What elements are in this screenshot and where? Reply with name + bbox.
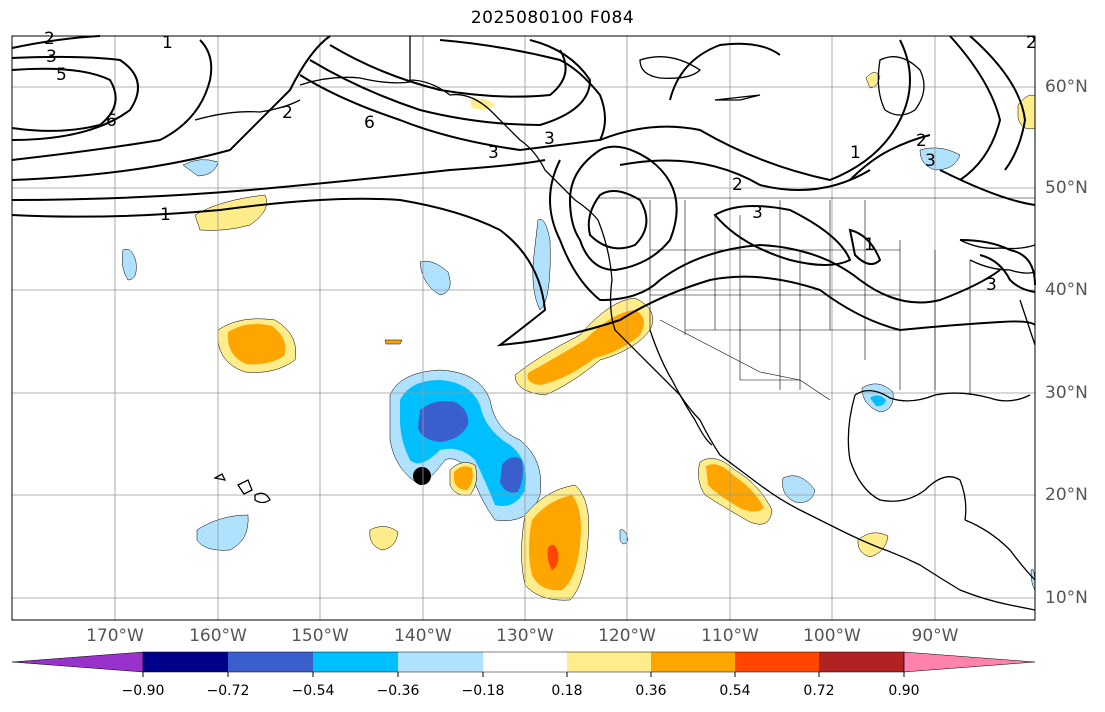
lat-label: 10°N <box>1045 588 1088 608</box>
colorbar-swatch <box>228 652 313 672</box>
colorbar-swatch <box>819 652 904 672</box>
colorbar-tick-label: 0.36 <box>635 683 667 699</box>
colorbar-low-extension <box>11 651 144 673</box>
lon-label: 160°W <box>189 626 247 646</box>
borders <box>598 197 1035 401</box>
colorbar-tick-label: −0.18 <box>461 683 505 699</box>
lat-label: 40°N <box>1045 280 1088 300</box>
colorbar-high-extension <box>903 651 1036 673</box>
contour-label: 3 <box>544 129 555 149</box>
contour-label: 1 <box>864 235 875 255</box>
lat-label: 30°N <box>1045 383 1088 403</box>
colorbar-tick-label: 0.54 <box>719 683 751 699</box>
lon-label: 100°W <box>803 626 861 646</box>
colorbar-swatch <box>143 652 228 672</box>
colorbar-swatch <box>398 652 483 672</box>
colorbar-swatch <box>483 652 567 672</box>
contour-label: 6 <box>106 111 117 131</box>
lon-label: 150°W <box>291 626 349 646</box>
contour-label: 3 <box>752 203 763 223</box>
graticule <box>12 36 1035 620</box>
colorbar-tick-label: −0.54 <box>291 683 335 699</box>
colorbar-tick-label: −0.72 <box>206 683 250 699</box>
lat-label: 20°N <box>1045 485 1088 505</box>
map-frame <box>11 35 1036 621</box>
contour-label: 3 <box>46 47 57 67</box>
lon-label: 120°W <box>598 626 656 646</box>
contour-label: 3 <box>986 275 997 295</box>
contour-label: 2 <box>732 175 743 195</box>
lon-label: 110°W <box>701 626 759 646</box>
contour-label: 2 <box>1026 33 1037 53</box>
colorbar-tick-label: 0.18 <box>551 683 583 699</box>
colorbar-swatch <box>735 652 819 672</box>
lon-label: 140°W <box>394 626 452 646</box>
colorbar <box>11 651 1036 677</box>
colorbar-swatch <box>313 652 398 672</box>
shaded-anomalies <box>121 72 1036 601</box>
contour-label: 1 <box>850 143 861 163</box>
contours <box>11 35 1036 347</box>
lon-label: 90°W <box>911 626 959 646</box>
contour-label: 5 <box>56 65 67 85</box>
contour-label: 1 <box>160 205 171 225</box>
contour-label: 1 <box>162 33 173 53</box>
contour-label: 3 <box>925 151 936 171</box>
lat-label: 60°N <box>1045 77 1088 97</box>
coastlines <box>194 36 1036 611</box>
contour-label: 3 <box>488 143 499 163</box>
colorbar-tick-label: 0.72 <box>803 683 835 699</box>
contour-label: 2 <box>916 131 927 151</box>
colorbar-tick-label: −0.90 <box>121 683 165 699</box>
map-title: 2025080100 F084 <box>470 8 635 28</box>
lon-label: 170°W <box>86 626 144 646</box>
colorbar-tick-label: −0.36 <box>376 683 420 699</box>
contour-label: 2 <box>282 103 293 123</box>
lon-label: 130°W <box>496 626 554 646</box>
lat-label: 50°N <box>1045 178 1088 198</box>
colorbar-tick-label: 0.90 <box>888 683 920 699</box>
contour-labels: 1 2 3 5 6 6 1 2 3 3 2 3 1 2 3 3 2 1 <box>44 29 1037 295</box>
location-marker <box>413 467 431 485</box>
contour-label: 6 <box>364 113 375 133</box>
colorbar-swatch <box>651 652 735 672</box>
contour-label: 2 <box>44 29 55 49</box>
colorbar-swatch <box>567 652 651 672</box>
